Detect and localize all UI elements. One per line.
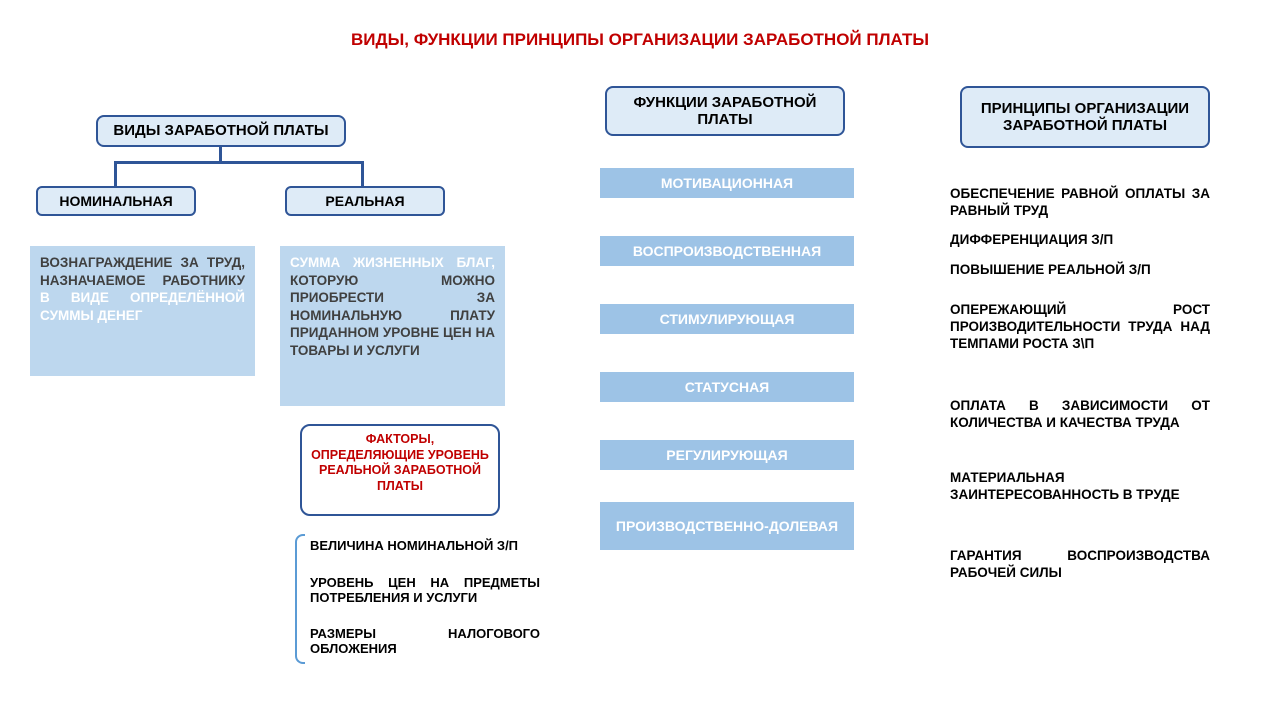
- connector: [114, 161, 364, 164]
- connector: [361, 161, 364, 186]
- factors-header-box: ФАКТОРЫ, ОПРЕДЕЛЯЮЩИЕ УРОВЕНЬ РЕАЛЬНОЙ З…: [300, 424, 500, 516]
- function-item: ВОСПРОИЗВОДСТВЕННАЯ: [600, 236, 854, 266]
- real-box: РЕАЛЬНАЯ: [285, 186, 445, 216]
- nominal-box: НОМИНАЛЬНАЯ: [36, 186, 196, 216]
- principle-item: ПОВЫШЕНИЕ РЕАЛЬНОЙ З/П: [950, 262, 1210, 279]
- types-header-box: ВИДЫ ЗАРАБОТНОЙ ПЛАТЫ: [96, 115, 346, 147]
- principles-header-box: ПРИНЦИПЫ ОРГАНИЗАЦИИ ЗАРАБОТНОЙ ПЛАТЫ: [960, 86, 1210, 148]
- factor-item: РАЗМЕРЫ НАЛОГОВОГО ОБЛОЖЕНИЯ: [310, 626, 540, 656]
- function-item: РЕГУЛИРУЮЩАЯ: [600, 440, 854, 470]
- function-item: МОТИВАЦИОННАЯ: [600, 168, 854, 198]
- factor-item: УРОВЕНЬ ЦЕН НА ПРЕДМЕТЫ ПОТРЕБЛЕНИЯ И УС…: [310, 575, 540, 605]
- function-item: СТАТУСНАЯ: [600, 372, 854, 402]
- real-desc-dark: КОТОРУЮ МОЖНО ПРИОБРЕСТИ ЗА НОМИНАЛЬНУЮ …: [290, 273, 495, 358]
- real-desc-light: СУММА ЖИЗНЕННЫХ БЛАГ,: [290, 255, 495, 270]
- principle-item: ГАРАНТИЯ ВОСПРОИЗВОДСТВА РАБОЧЕЙ СИЛЫ: [950, 548, 1210, 582]
- function-item: ПРОИЗВОДСТВЕННО-ДОЛЕВАЯ: [600, 502, 854, 550]
- principle-item: ОПЛАТА В ЗАВИСИМОСТИ ОТ КОЛИЧЕСТВА И КАЧ…: [950, 398, 1210, 432]
- functions-header-box: ФУНКЦИИ ЗАРАБОТНОЙ ПЛАТЫ: [605, 86, 845, 136]
- page-title: ВИДЫ, ФУНКЦИИ ПРИНЦИПЫ ОРГАНИЗАЦИИ ЗАРАБ…: [0, 30, 1280, 50]
- principle-item: ДИФФЕРЕНЦИАЦИЯ З/П: [950, 232, 1210, 249]
- principle-item: ОБЕСПЕЧЕНИЕ РАВНОЙ ОПЛАТЫ ЗА РАВНЫЙ ТРУД: [950, 186, 1210, 220]
- function-item: СТИМУЛИРУЮЩАЯ: [600, 304, 854, 334]
- real-description: СУММА ЖИЗНЕННЫХ БЛАГ, КОТОРУЮ МОЖНО ПРИО…: [280, 246, 505, 406]
- connector: [114, 161, 117, 186]
- principle-item: ОПЕРЕЖАЮЩИЙ РОСТ ПРОИЗВОДИТЕЛЬНОСТИ ТРУД…: [950, 302, 1210, 353]
- nominal-desc-light: В ВИДЕ ОПРЕДЕЛЁННОЙ СУММЫ ДЕНЕГ: [40, 290, 245, 323]
- factor-item: ВЕЛИЧИНА НОМИНАЛЬНОЙ З/П: [310, 538, 540, 553]
- connector: [219, 147, 222, 161]
- brace-icon: [295, 534, 305, 664]
- nominal-desc-dark: ВОЗНАГРАЖДЕНИЕ ЗА ТРУД, НАЗНАЧАЕМОЕ РАБО…: [40, 255, 245, 288]
- principle-item: МАТЕРИАЛЬНАЯ ЗАИНТЕРЕСОВАННОСТЬ В ТРУДЕ: [950, 470, 1210, 504]
- nominal-description: ВОЗНАГРАЖДЕНИЕ ЗА ТРУД, НАЗНАЧАЕМОЕ РАБО…: [30, 246, 255, 376]
